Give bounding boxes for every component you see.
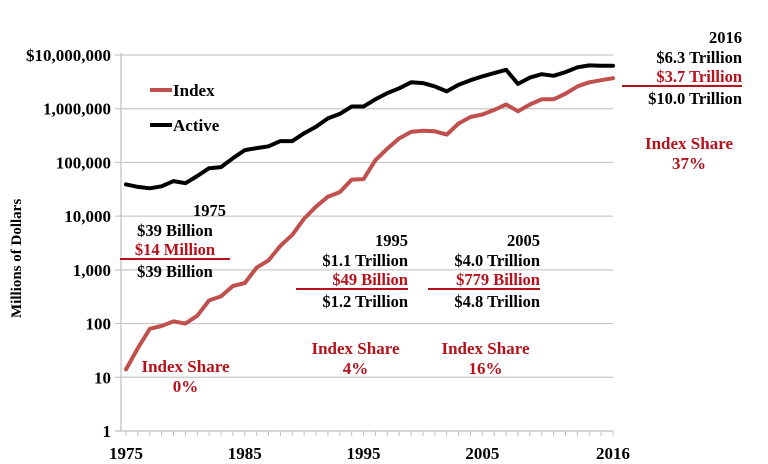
- y-tick-label: 100: [86, 315, 112, 334]
- y-tick-label: 100,000: [56, 153, 111, 172]
- x-tick-label: 1985: [228, 444, 262, 463]
- annotation-2016: 2016 $6.3 Trillion $3.7 Trillion $10.0 T…: [622, 28, 742, 109]
- annotation-2005: 2005 $4.0 Trillion $779 Billion $4.8 Tri…: [428, 231, 540, 312]
- x-tick-labels: 1975 1985 1995 2005 2016: [109, 444, 630, 463]
- index-share-label: Index Share: [441, 339, 530, 358]
- x-tick-label: 1995: [347, 444, 381, 463]
- annotation-total-value: $10.0 Trillion: [648, 89, 742, 108]
- annotation-active-value: $39 Billion: [137, 221, 213, 240]
- legend-label-index: Index: [173, 81, 215, 100]
- y-tick-label: $10,000,000: [26, 46, 111, 65]
- annotation-total-value: $1.2 Trillion: [322, 292, 408, 311]
- x-tick-label: 1975: [109, 444, 143, 463]
- index-share-value: 4%: [342, 359, 369, 378]
- annotation-active-value: $1.1 Trillion: [322, 251, 408, 270]
- annotation-year: 2005: [507, 231, 540, 250]
- annotation-1995: 1995 $1.1 Trillion $49 Billion $1.2 Tril…: [296, 231, 408, 312]
- annotation-index-value: $49 Billion: [296, 271, 408, 290]
- annotation-total-value: $4.8 Trillion: [454, 292, 540, 311]
- axes: [115, 53, 614, 436]
- index-share-1995: Index Share 4%: [298, 339, 413, 379]
- index-share-label: Index Share: [644, 134, 733, 153]
- index-share-2005: Index Share 16%: [428, 339, 543, 379]
- series-lines: [124, 63, 615, 372]
- y-tick-label: 10: [94, 368, 111, 387]
- annotation-1975: 1975 $39 Billion $14 Million $39 Billion: [120, 201, 230, 282]
- y-tick-label: 1: [103, 422, 112, 441]
- index-share-value: 37%: [672, 154, 706, 173]
- legend-label-active: Active: [173, 116, 220, 135]
- index-share-1975: Index Share 0%: [128, 357, 243, 397]
- legend: Index Active: [150, 81, 220, 135]
- y-axis-title: Millions of Dollars: [9, 199, 25, 318]
- index-share-value: 16%: [468, 359, 503, 378]
- index-share-label: Index Share: [311, 339, 400, 358]
- annotation-year: 1995: [375, 231, 408, 250]
- index-share-2016: Index Share 37%: [630, 134, 748, 174]
- annotation-total-value: $39 Billion: [137, 262, 213, 281]
- annotation-index-value: $3.7 Trillion: [622, 68, 742, 87]
- y-tick-labels: $10,000,000 1,000,000 100,000 10,000 1,000 10…: [26, 46, 111, 441]
- annotation-index-value: $779 Billion: [428, 271, 540, 290]
- y-tick-label: 10,000: [64, 207, 111, 226]
- gridlines: [115, 54, 613, 378]
- annotation-year: 1975: [193, 201, 226, 220]
- x-tick-label: 2005: [465, 444, 499, 463]
- annotation-year: 2016: [709, 28, 742, 47]
- series-line-active: [124, 63, 615, 191]
- x-tick-label: 2016: [596, 444, 630, 463]
- index-share-label: Index Share: [141, 357, 230, 376]
- annotation-index-value: $14 Million: [120, 241, 230, 260]
- series-line-index: [124, 76, 615, 372]
- annotation-active-value: $6.3 Trillion: [656, 48, 742, 67]
- y-tick-label: 1,000,000: [43, 100, 111, 119]
- index-share-value: 0%: [172, 377, 199, 396]
- annotation-active-value: $4.0 Trillion: [454, 251, 540, 270]
- y-tick-label: 1,000: [73, 261, 111, 280]
